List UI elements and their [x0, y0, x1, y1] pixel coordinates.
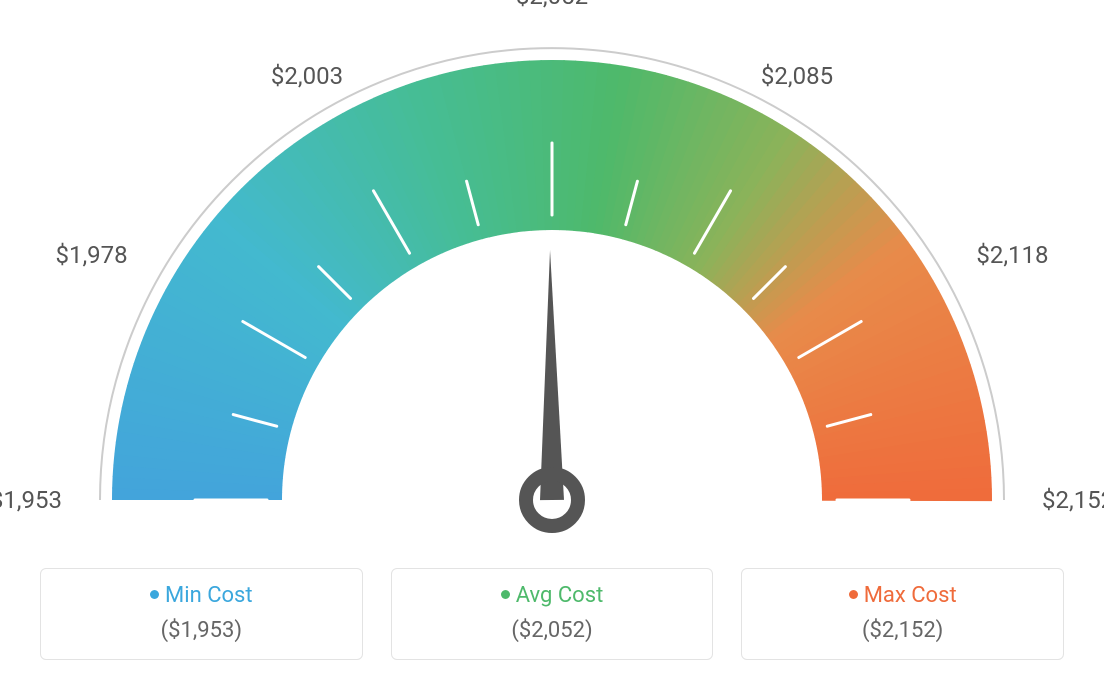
gauge-tick-label: $2,085 — [761, 62, 833, 90]
gauge-tick-label: $2,052 — [516, 0, 588, 10]
legend-value-min: ($1,953) — [61, 618, 342, 643]
gauge-chart: $1,953 $1,978 $2,003 $2,052 $2,085 $2,118 $2,1… — [0, 0, 1104, 540]
chart-container: $1,953 $1,978 $2,003 $2,052 $2,085 $2,118 $2,1… — [0, 0, 1104, 690]
gauge-tick-label: $1,953 — [0, 486, 62, 514]
gauge-tick-label: $2,152 — [1042, 486, 1104, 514]
legend-card-min: Min Cost ($1,953) — [40, 568, 363, 660]
legend-row: Min Cost ($1,953) Avg Cost ($2,052) Max … — [40, 568, 1064, 660]
legend-title-min: Min Cost — [61, 583, 342, 608]
legend-value-avg: ($2,052) — [412, 618, 693, 643]
gauge-svg — [0, 0, 1104, 540]
legend-title-avg: Avg Cost — [412, 583, 693, 608]
gauge-tick-label: $1,978 — [55, 241, 127, 269]
legend-card-avg: Avg Cost ($2,052) — [391, 568, 714, 660]
legend-title-text: Min Cost — [165, 583, 253, 608]
legend-title-max: Max Cost — [762, 583, 1043, 608]
legend-title-text: Avg Cost — [516, 583, 604, 608]
gauge-tick-label: $2,003 — [271, 62, 343, 90]
legend-title-text: Max Cost — [864, 583, 957, 608]
dot-icon — [501, 590, 510, 599]
legend-card-max: Max Cost ($2,152) — [741, 568, 1064, 660]
gauge-tick-label: $2,118 — [976, 241, 1048, 269]
legend-value-max: ($2,152) — [762, 618, 1043, 643]
dot-icon — [849, 590, 858, 599]
dot-icon — [150, 590, 159, 599]
